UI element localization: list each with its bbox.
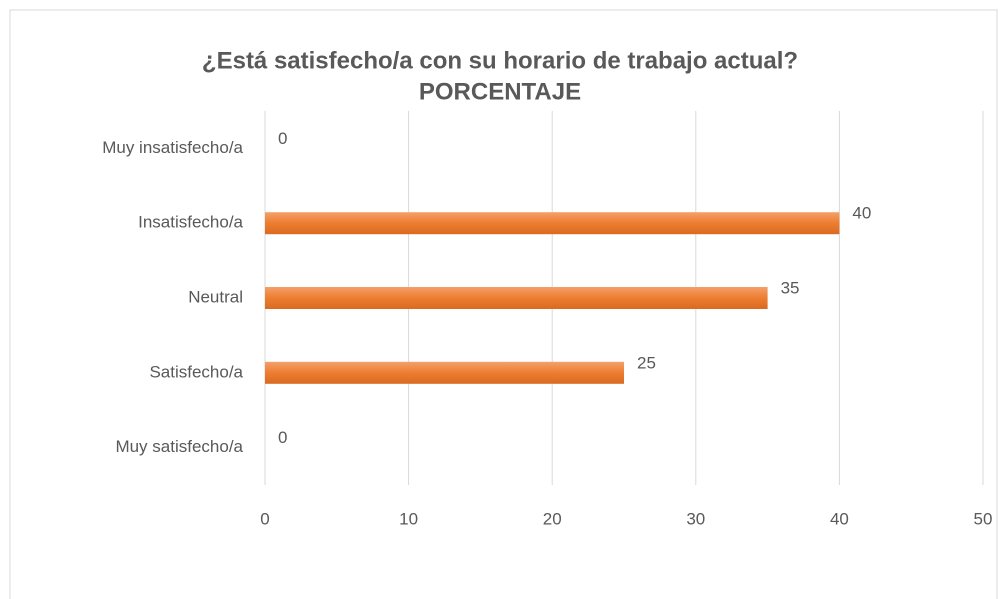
x-tick-label: 0 <box>260 509 269 528</box>
x-tick-label: 40 <box>830 509 849 528</box>
y-tick-label: Muy insatisfecho/a <box>102 138 243 157</box>
x-tick-label: 20 <box>543 509 562 528</box>
data-label: 0 <box>278 428 287 447</box>
y-tick-label: Neutral <box>188 287 243 306</box>
y-tick-label: Muy satisfecho/a <box>115 437 243 456</box>
x-tick-label: 10 <box>399 509 418 528</box>
y-tick-label: Satisfecho/a <box>149 362 243 381</box>
y-tick-label: Insatisfecho/a <box>138 213 243 232</box>
chart-subtitle: PORCENTAJE <box>419 78 581 105</box>
data-label: 35 <box>781 278 800 297</box>
bar <box>265 361 624 384</box>
x-tick-label: 30 <box>686 509 705 528</box>
data-label: 40 <box>852 204 871 223</box>
x-tick-label: 50 <box>974 509 993 528</box>
bar <box>265 212 840 235</box>
data-label: 25 <box>637 353 656 372</box>
chart-title: ¿Está satisfecho/a con su horario de tra… <box>202 47 798 74</box>
bar <box>265 287 768 309</box>
data-label: 0 <box>278 129 287 148</box>
